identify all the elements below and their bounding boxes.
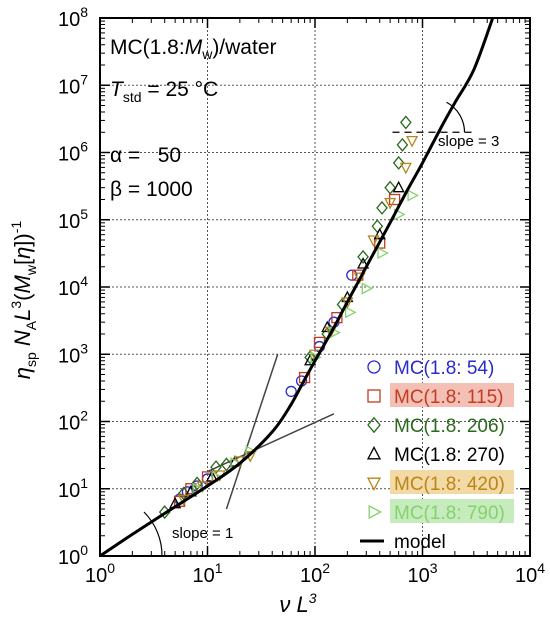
series-3-point bbox=[220, 457, 233, 472]
x-tick-label: 104 bbox=[515, 560, 545, 587]
series-5-point bbox=[353, 272, 366, 285]
legend-marker-1 bbox=[367, 360, 381, 374]
series-5-point bbox=[341, 297, 354, 309]
legend-marker-4 bbox=[366, 446, 382, 460]
legend-marker-2 bbox=[367, 389, 381, 403]
x-axis-label: ν L3 bbox=[279, 590, 316, 617]
legend-label-bg-6 bbox=[390, 499, 514, 523]
series-5-point bbox=[399, 162, 412, 175]
alpha-label: α = 50 bbox=[110, 144, 181, 167]
slope-3-label: slope = 3 bbox=[438, 133, 499, 150]
series-3-point bbox=[384, 180, 396, 195]
beta-label: β = 1000 bbox=[110, 178, 193, 201]
system-label: MC(1.8:Mw)/water bbox=[110, 36, 277, 62]
legend-label-6: MC(1.8: 790) bbox=[394, 503, 505, 524]
model-curve bbox=[99, 17, 495, 558]
series-1-point bbox=[285, 385, 297, 398]
slope-3-guide-line bbox=[225, 354, 279, 510]
slope-3-arc bbox=[446, 101, 466, 133]
series-3-point bbox=[177, 486, 190, 501]
legend-label-bg-2 bbox=[390, 383, 514, 407]
legend-marker-6 bbox=[368, 504, 382, 520]
legend-model-label: model bbox=[394, 532, 446, 553]
y-tick-label: 107 bbox=[58, 71, 88, 98]
series-3-point bbox=[400, 115, 412, 130]
y-tick-label: 104 bbox=[58, 273, 88, 300]
series-6-point bbox=[361, 282, 374, 295]
slope-1-label: slope = 1 bbox=[172, 525, 233, 542]
series-3-point bbox=[392, 155, 405, 170]
y-axis-label: ηsp NAL3(Mw[η])-1 bbox=[8, 221, 39, 380]
legend-label-5: MC(1.8: 420) bbox=[394, 474, 505, 495]
series-3-point bbox=[371, 219, 384, 234]
legend-marker-3 bbox=[367, 416, 381, 434]
series-4-point bbox=[373, 227, 386, 240]
y-tick-label: 102 bbox=[58, 408, 88, 435]
y-tick-label: 105 bbox=[58, 206, 88, 233]
series-2-point bbox=[388, 193, 401, 206]
slope-1-arc bbox=[143, 511, 163, 557]
series-3-point bbox=[304, 350, 316, 365]
legend-label-bg-5 bbox=[390, 470, 514, 494]
series-4-point bbox=[356, 257, 370, 269]
grid bbox=[100, 18, 530, 556]
y-tick-label: 103 bbox=[58, 340, 88, 367]
x-tick-label: 102 bbox=[300, 560, 330, 587]
x-tick-label: 100 bbox=[85, 560, 115, 587]
y-tick-label: 100 bbox=[58, 542, 88, 569]
x-tick-label: 101 bbox=[192, 560, 222, 587]
temperature-label: Tstd = 25 °C bbox=[110, 78, 218, 105]
series-6-point bbox=[377, 246, 389, 260]
legend-label-2: MC(1.8: 115) bbox=[394, 387, 503, 408]
y-tick-label: 101 bbox=[58, 475, 88, 502]
legend-marker-5 bbox=[366, 477, 382, 491]
series-5-point bbox=[384, 197, 397, 210]
series-3-point bbox=[396, 137, 409, 152]
legend-label-1: MC(1.8: 54) bbox=[394, 358, 494, 379]
series-1-point bbox=[346, 269, 358, 281]
series-6-point bbox=[407, 189, 419, 202]
y-tick-label: 108 bbox=[58, 4, 88, 31]
legend: MC(1.8: 54) MC(1.8: 115) MC(1.8: 206) MC(1.… bbox=[360, 358, 514, 553]
legend-label-3: MC(1.8: 206) bbox=[394, 416, 505, 437]
x-axis: 100 101 102 103 104 bbox=[85, 18, 545, 587]
series-4-point bbox=[392, 180, 405, 193]
series-5-point bbox=[324, 326, 337, 339]
series-4-point bbox=[304, 353, 317, 366]
y-tick-label: 106 bbox=[58, 139, 88, 166]
legend-label-4: MC(1.8: 270) bbox=[394, 445, 505, 466]
x-tick-label: 103 bbox=[407, 560, 437, 587]
series-3-point bbox=[376, 200, 388, 215]
y-axis: 100 101 102 103 104 105 106 107 108 bbox=[58, 4, 530, 569]
series-5-point bbox=[406, 136, 419, 148]
series-3-point bbox=[357, 249, 369, 264]
series-6-point bbox=[344, 306, 357, 319]
series-5-point bbox=[367, 235, 380, 247]
